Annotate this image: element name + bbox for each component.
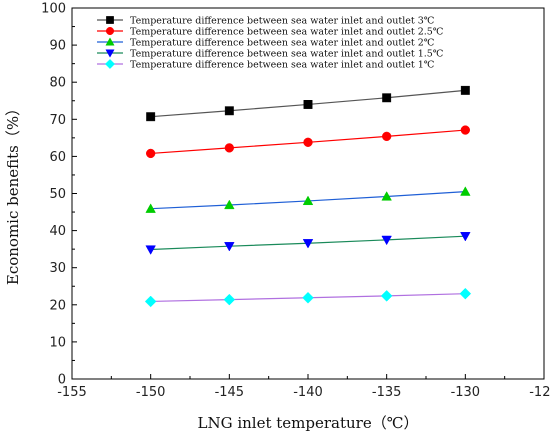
data-point xyxy=(302,239,314,249)
y-tick-label: 10 xyxy=(49,335,66,350)
data-point xyxy=(460,85,470,95)
x-tick-label: -125 xyxy=(529,385,550,400)
legend: Temperature difference between sea water… xyxy=(97,16,444,71)
y-tick-label: 20 xyxy=(49,298,66,313)
legend-entry-1: Temperature difference between sea water… xyxy=(97,16,435,27)
data-point xyxy=(381,235,392,246)
legend-marker xyxy=(105,37,115,46)
data-point xyxy=(460,232,471,242)
x-tick-label: -130 xyxy=(451,385,481,400)
data-point xyxy=(459,287,472,300)
y-tick-label: 90 xyxy=(49,39,66,54)
data-point xyxy=(145,245,156,255)
x-tick-label: -140 xyxy=(293,385,323,400)
y-tick-label: 100 xyxy=(41,2,66,17)
data-point xyxy=(302,195,314,206)
y-tick-label: 80 xyxy=(49,76,66,91)
legend-marker xyxy=(105,49,115,58)
legend-marker xyxy=(105,26,115,36)
data-point xyxy=(302,291,314,304)
y-tick-label: 70 xyxy=(49,113,66,128)
legend-marker xyxy=(106,16,114,24)
data-point xyxy=(223,293,236,306)
legend-label: Temperature difference between sea water… xyxy=(130,49,444,60)
legend-entry-3: Temperature difference between sea water… xyxy=(97,37,435,49)
legend-label: Temperature difference between sea water… xyxy=(130,60,435,71)
y-tick-label: 50 xyxy=(49,187,66,202)
x-tick-label: -155 xyxy=(57,385,87,400)
x-tick-label: -145 xyxy=(215,385,245,400)
data-point xyxy=(460,186,471,196)
series-3 xyxy=(145,186,471,213)
x-tick-label: -150 xyxy=(136,385,166,400)
data-point xyxy=(303,137,313,147)
x-axis-title: LNG inlet temperature（℃） xyxy=(197,414,418,432)
data-point xyxy=(224,106,234,116)
legend-entry-4: Temperature difference between sea water… xyxy=(97,49,444,60)
legend-label: Temperature difference between sea water… xyxy=(130,27,444,38)
series-5 xyxy=(144,287,472,308)
data-point xyxy=(146,112,156,122)
legend-label: Temperature difference between sea water… xyxy=(130,38,435,49)
data-point xyxy=(145,203,156,213)
data-point xyxy=(382,93,392,103)
axis-ticks: -155 -150 -145 -140 -135 -130 -125 0 10 20 30 40 50 6… xyxy=(41,2,550,401)
data-point xyxy=(460,125,470,135)
y-tick-label: 40 xyxy=(49,224,66,239)
y-tick-label: 0 xyxy=(58,373,66,388)
series-layer xyxy=(144,85,472,308)
data-point xyxy=(224,143,234,153)
legend-label: Temperature difference between sea water… xyxy=(130,16,435,27)
data-point xyxy=(381,191,392,201)
data-point xyxy=(144,295,157,308)
data-point xyxy=(224,242,235,252)
data-point xyxy=(303,100,313,109)
series-4 xyxy=(145,232,471,255)
y-axis-title: Economic benefits（%） xyxy=(4,101,22,285)
data-point xyxy=(382,131,392,142)
x-tick-label: -135 xyxy=(372,385,402,400)
data-point xyxy=(380,290,393,302)
series-2 xyxy=(146,125,470,159)
legend-marker xyxy=(104,58,116,70)
data-point xyxy=(146,148,156,159)
legend-entry-5: Temperature difference between sea water… xyxy=(97,58,435,71)
legend-entry-2: Temperature difference between sea water… xyxy=(97,27,444,38)
y-tick-label: 30 xyxy=(49,261,66,276)
data-point xyxy=(224,199,235,210)
y-tick-label: 60 xyxy=(49,150,66,165)
series-1 xyxy=(146,85,470,122)
